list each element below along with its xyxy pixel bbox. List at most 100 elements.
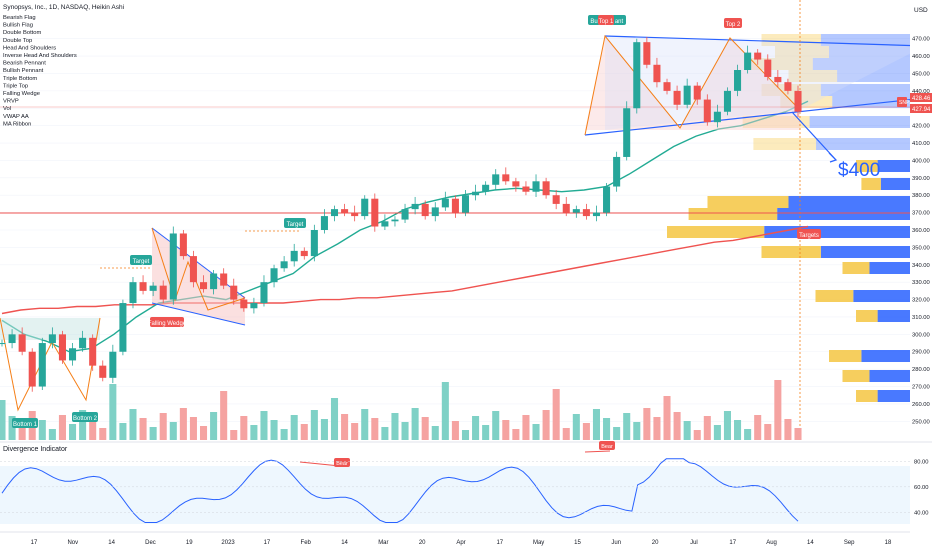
candle-body <box>179 233 187 257</box>
legend-item[interactable]: Vol <box>3 106 11 112</box>
volume-bar <box>693 430 701 440</box>
volume-bar <box>512 429 520 440</box>
ticker-tag: SNPS <box>899 100 913 106</box>
candle-body <box>522 186 530 192</box>
volume-bar <box>482 425 490 440</box>
legend-item[interactable]: VRVP <box>3 99 19 105</box>
legend-item[interactable]: Triple Bottom <box>3 76 37 82</box>
volume-bar <box>199 426 208 440</box>
price-tick: 390.00 <box>912 176 930 182</box>
wedge-path <box>151 227 246 311</box>
candle-body <box>48 334 56 344</box>
candle-body <box>230 285 238 300</box>
wedge-upper-line <box>151 227 246 299</box>
volume-bar <box>250 425 258 440</box>
legend-item[interactable]: Bearish Pennant <box>3 61 46 67</box>
legend-item[interactable]: Double Top <box>3 38 32 44</box>
volume-bar <box>603 418 611 440</box>
volume-bar <box>411 408 419 440</box>
candle-body <box>492 174 500 185</box>
time-axis[interactable]: 17 Nov 14 Dec 19 2023 17 Feb 14 Mar 20 Apr 17 May 15 Ju… <box>31 540 892 546</box>
vp-bar-yellow <box>761 34 821 46</box>
candle-body <box>119 303 127 352</box>
candle-body <box>713 111 721 123</box>
candle-body <box>320 216 328 230</box>
ticker-tag-bg <box>897 97 907 107</box>
volume-bar <box>723 411 731 440</box>
top2-text: Top 2 <box>726 22 741 28</box>
vp-bar-yellow <box>753 138 817 150</box>
volume-bar <box>472 416 480 440</box>
volume-bar <box>18 425 26 440</box>
legend-item[interactable]: Bullish Pennant <box>3 68 44 74</box>
targets-text: Targets <box>799 233 819 239</box>
divergence-line <box>1 458 799 523</box>
time-tick: Dec <box>145 540 156 546</box>
volume-bar <box>754 415 762 440</box>
volume-bar <box>99 428 107 440</box>
vp-bar-blue <box>877 310 910 322</box>
div-tick: 80.00 <box>914 459 929 465</box>
legend-item[interactable]: Double Bottom <box>3 30 42 36</box>
volume-bar <box>48 429 56 440</box>
legend-item[interactable]: Inverse Head And Shoulders <box>3 53 77 59</box>
time-tick: 2023 <box>221 540 235 546</box>
volume-bar <box>58 415 66 440</box>
vp-bar-blue <box>820 84 910 96</box>
vp-bar-blue <box>853 290 910 302</box>
vp-bar-yellow <box>842 262 870 274</box>
volume-bar <box>784 419 792 440</box>
candle-body <box>643 42 651 65</box>
candle-body <box>99 365 107 378</box>
price-tick: 400.00 <box>912 158 930 164</box>
legend-item[interactable]: MA Ribbon <box>3 121 31 127</box>
price-axis-bg <box>910 0 932 550</box>
candle-body <box>159 285 167 300</box>
price-tick: 450.00 <box>912 71 930 77</box>
price-axis[interactable]: 470.00460.00450.00440.00430.00420.00410.… <box>912 37 930 426</box>
candle-body <box>300 250 308 257</box>
volume-bar <box>230 430 238 440</box>
candle-body <box>683 85 691 105</box>
volume-bar <box>532 424 540 440</box>
candle-body <box>421 203 429 217</box>
candle-body <box>633 42 641 109</box>
candle-body <box>351 212 359 217</box>
volume-bar <box>341 414 349 440</box>
vp-bar-yellow <box>842 370 870 382</box>
candle-body <box>290 250 298 262</box>
vp-bar-blue <box>788 196 910 208</box>
vp-bar-yellow <box>829 350 862 362</box>
candle-body <box>744 52 752 70</box>
ticker-price: 427.94 <box>912 107 931 113</box>
price-tick: 440.00 <box>912 89 930 95</box>
vp-bar-yellow <box>856 310 878 322</box>
legend-item[interactable]: Head And Shoulders <box>3 45 56 51</box>
volume-bar <box>522 415 530 440</box>
candle-body <box>673 90 681 105</box>
volume-bar <box>179 408 187 440</box>
vp-bar-blue <box>880 178 910 190</box>
volume-bar <box>69 424 77 440</box>
legend-item[interactable]: VWAP AA <box>3 114 29 120</box>
legend-item[interactable]: Bullish Flag <box>3 23 33 29</box>
target-tag-1 <box>130 255 152 265</box>
candle-body <box>431 207 439 217</box>
volume-bar <box>552 389 560 440</box>
candle-body <box>199 282 208 290</box>
candle-body <box>734 70 742 91</box>
legend-item[interactable]: Bearish Flag <box>3 15 36 21</box>
vp-bar-blue <box>877 160 910 172</box>
candle-body <box>451 198 459 213</box>
bottom1-text: Bottom 1 <box>13 422 38 428</box>
volume-bar <box>703 416 711 440</box>
legend-item[interactable]: Triple Top <box>3 83 28 89</box>
legend-item[interactable]: Falling Wedge <box>3 91 40 97</box>
volume-bar <box>764 424 772 440</box>
candle-body <box>472 191 480 196</box>
candle-body <box>582 209 590 217</box>
vp-bar-blue <box>820 246 910 258</box>
vp-bar-blue <box>812 58 910 70</box>
candle-body <box>280 261 288 269</box>
